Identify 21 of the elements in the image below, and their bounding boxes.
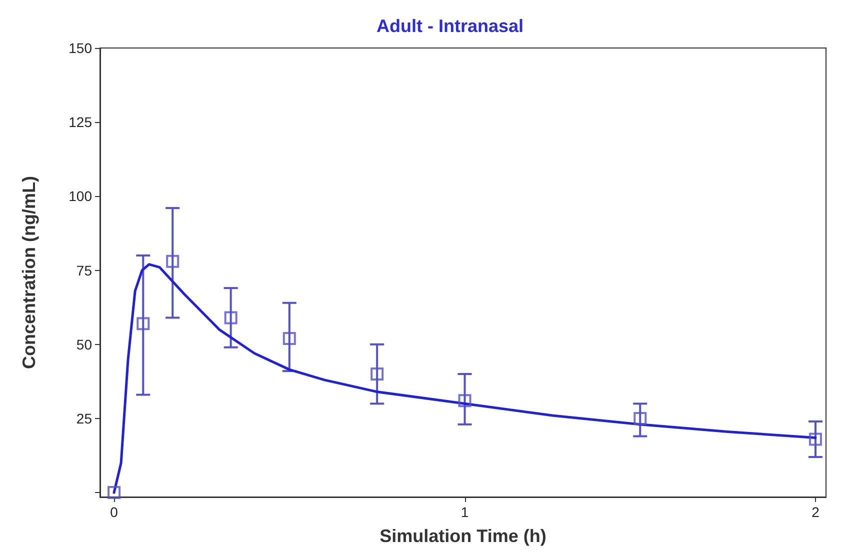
chart-title: Adult - Intranasal (376, 16, 524, 36)
point (282, 332, 296, 345)
point (370, 368, 384, 381)
x-tick-label: 1 (460, 504, 469, 520)
point (166, 254, 180, 268)
y-tick-label: 25 (76, 410, 92, 426)
point (634, 412, 647, 425)
y-tick-label: 125 (68, 114, 92, 130)
point (136, 317, 150, 330)
y-axis-title: Concentration (ng/mL) (19, 176, 39, 369)
point (224, 311, 238, 324)
y-tick-label: 75 (76, 262, 92, 278)
point (108, 486, 121, 500)
y-tick-label: 150 (68, 40, 92, 56)
y-tick-label: 50 (76, 336, 92, 352)
point (458, 394, 472, 408)
point (808, 432, 822, 446)
x-axis-title: Simulation Time (h) (380, 526, 546, 546)
x-tick-label: 0 (110, 504, 118, 520)
y-tick-label: 100 (68, 188, 92, 204)
x-tick-label: 2 (812, 504, 820, 520)
